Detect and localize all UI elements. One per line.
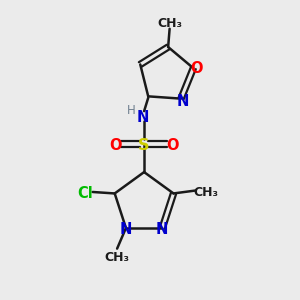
Text: O: O	[190, 61, 203, 76]
Text: CH₃: CH₃	[194, 185, 218, 199]
Text: N: N	[156, 222, 169, 237]
Text: CH₃: CH₃	[157, 17, 182, 30]
Text: N: N	[176, 94, 189, 109]
Text: S: S	[138, 138, 150, 153]
Text: O: O	[166, 138, 178, 153]
Text: Cl: Cl	[77, 186, 93, 201]
Text: CH₃: CH₃	[105, 251, 130, 264]
Text: N: N	[136, 110, 149, 125]
Text: H: H	[128, 104, 136, 117]
Text: O: O	[110, 138, 122, 153]
Text: N: N	[120, 222, 132, 237]
